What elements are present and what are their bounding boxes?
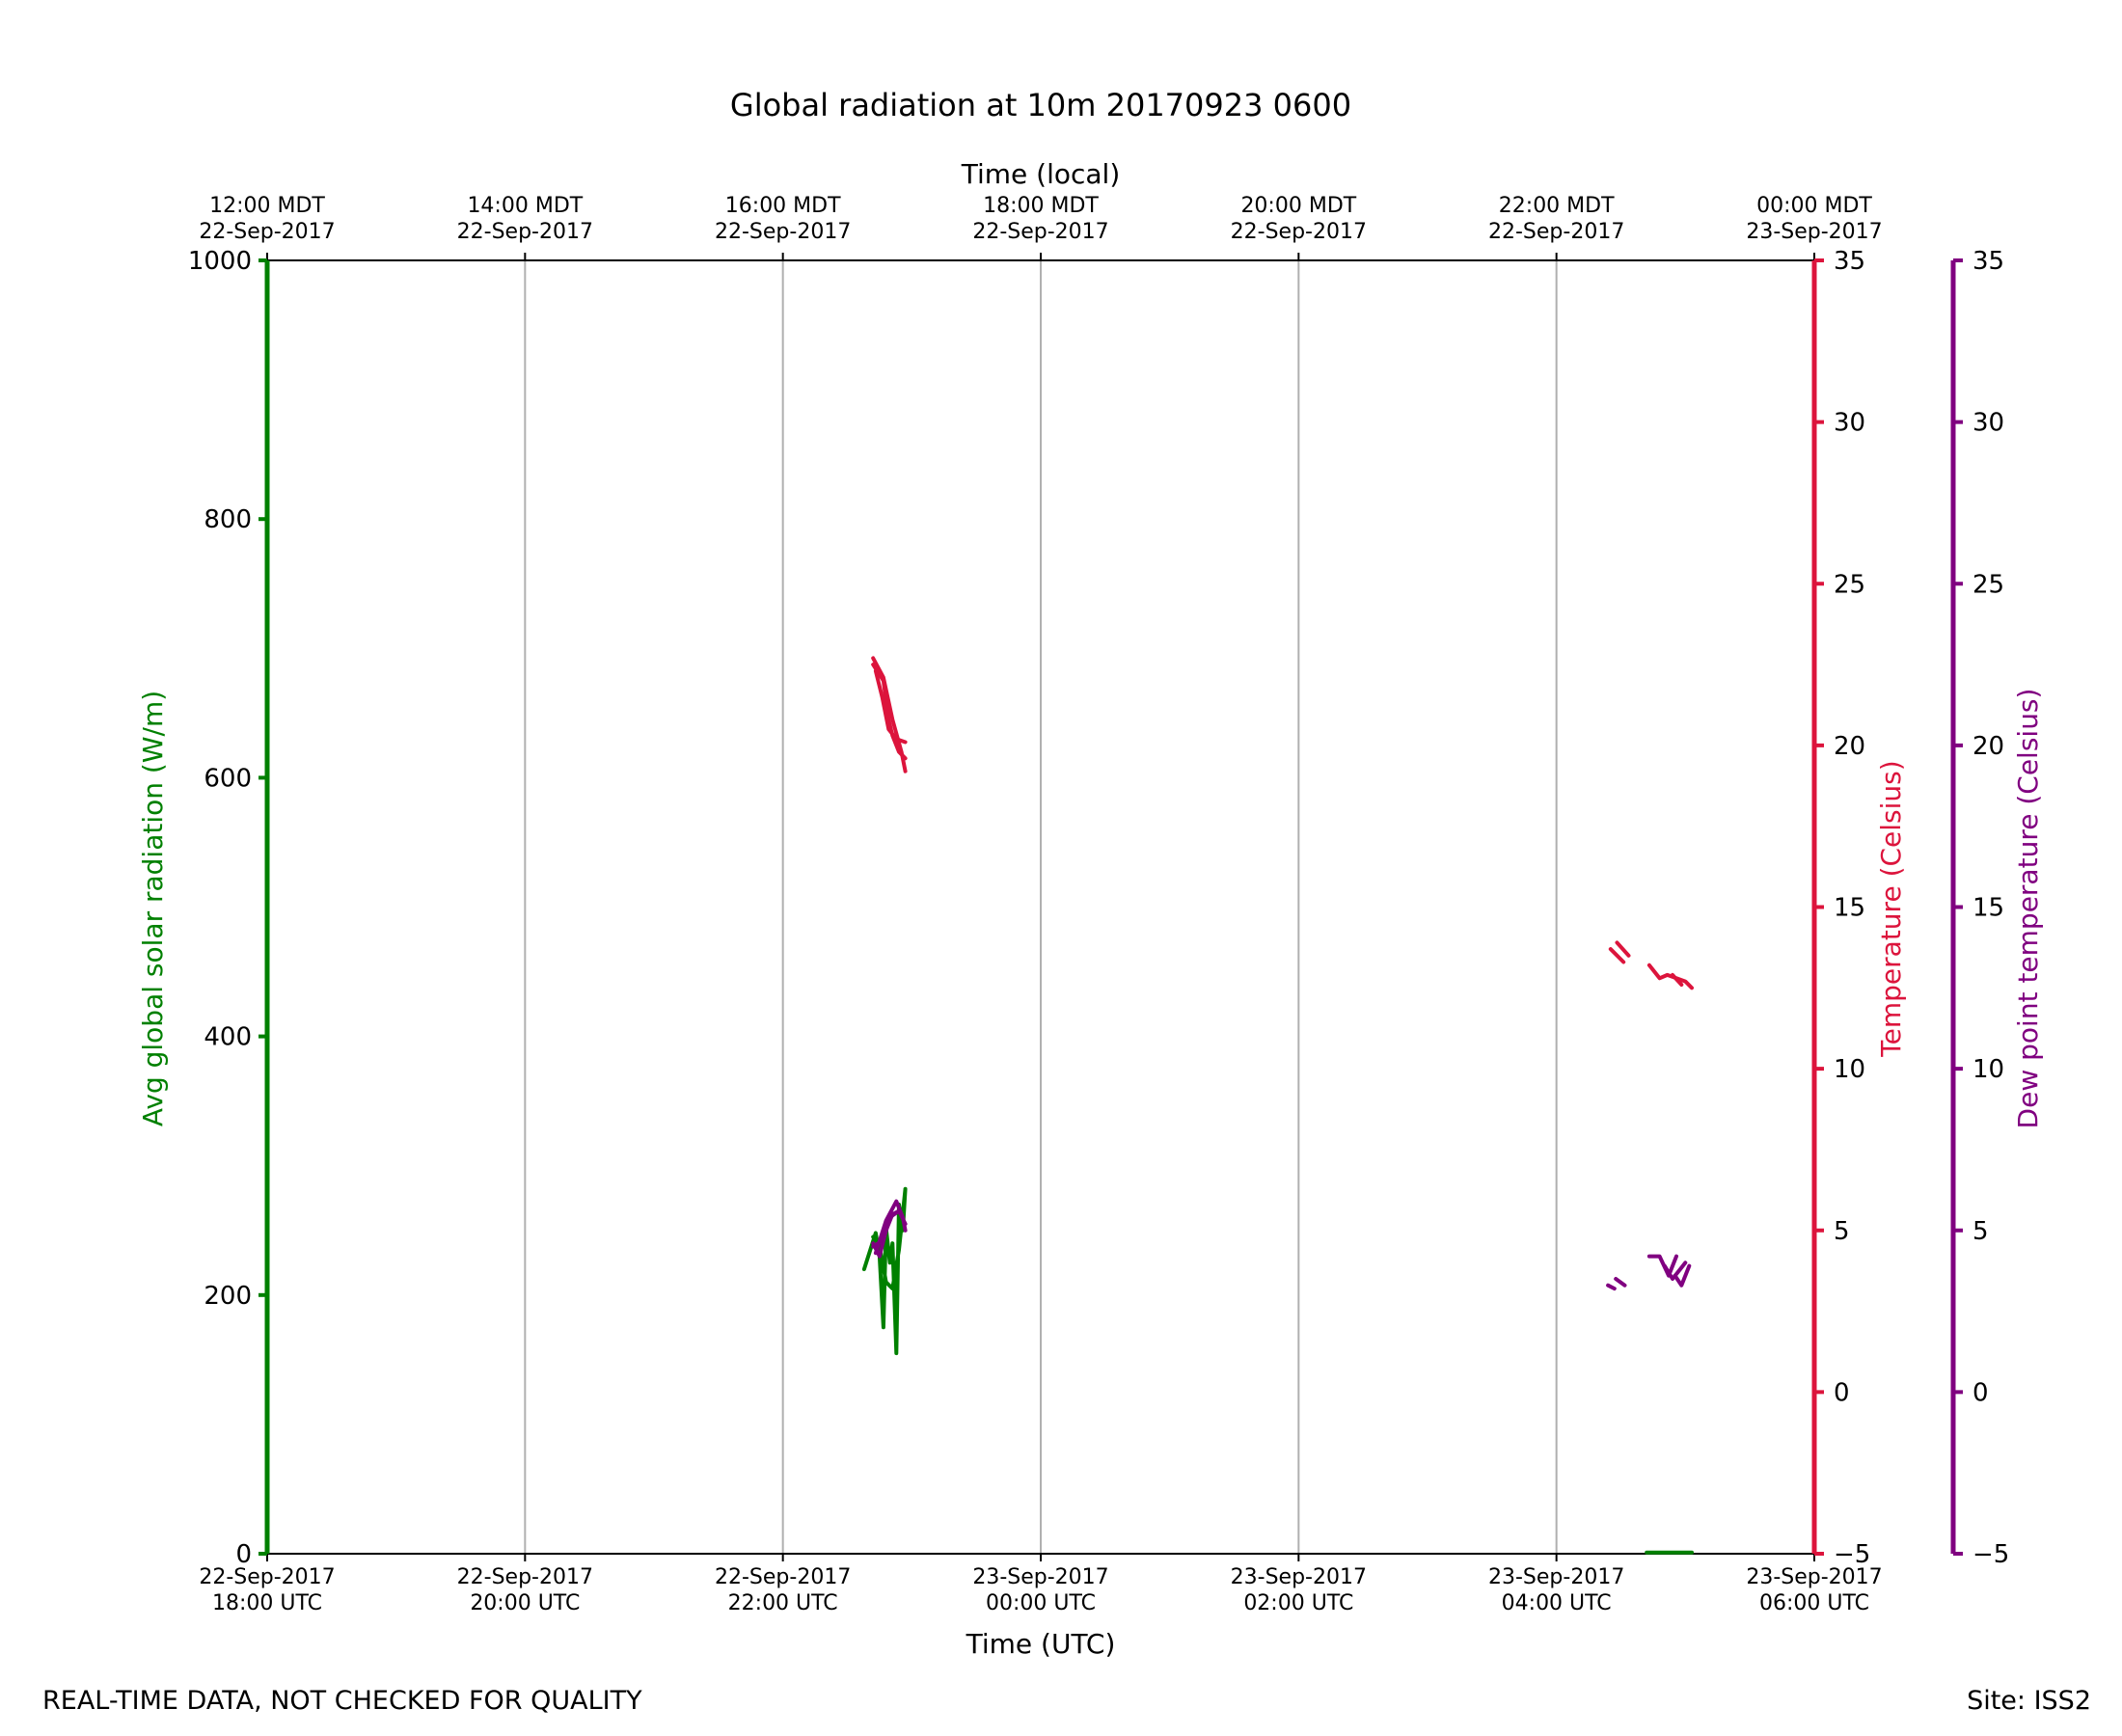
x-tick-label: 22-Sep-2017 [715,1565,851,1589]
series-line-dew-point-temperature [1673,1263,1692,1288]
top-tick-label: 22:00 MDT [1499,194,1615,218]
temperature-tick-label: 35 [1834,247,1865,276]
dew-point-axis-title: Dew point temperature (Celsius) [2012,689,2044,1129]
x-tick-label: 02:00 UTC [1243,1591,1353,1615]
top-tick-label: 16:00 MDT [725,194,841,218]
dew-point-tick-label: 20 [1972,732,2004,761]
chart-title: Global radiation at 10m 20170923 0600 [730,87,1351,123]
dew-point-tick-label: 10 [1972,1055,2004,1084]
dew-point-tick-label: 0 [1972,1378,1989,1407]
site-label: Site: ISS2 [1967,1686,2091,1716]
top-tick-label: 22-Sep-2017 [457,220,593,244]
series-line-temperature [871,656,908,773]
dew-point-tick-label: −5 [1972,1540,2009,1569]
left-y-tick-label: 800 [204,505,252,534]
temperature-tick-label: 0 [1834,1378,1850,1407]
top-tick-label: 18:00 MDT [983,194,1099,218]
top-tick-label: 20:00 MDT [1240,194,1356,218]
top-tick-label: 22-Sep-2017 [199,220,335,244]
quality-disclaimer: REAL-TIME DATA, NOT CHECKED FOR QUALITY [42,1686,642,1716]
top-tick-label: 22-Sep-2017 [715,220,851,244]
series-line-dew-point-temperature [873,1199,908,1256]
x-tick-label: 23-Sep-2017 [1488,1565,1624,1589]
temperature-tick-label: −5 [1834,1540,1870,1569]
series-line-dew-point-temperature [1662,1261,1688,1281]
series-line-dew-point-temperature [871,1208,901,1249]
top-tick-label: 22-Sep-2017 [1488,220,1624,244]
x-tick-label: 22-Sep-2017 [199,1565,335,1589]
series-line-temperature [1615,940,1631,958]
left-y-tick-label: 400 [204,1023,252,1052]
x-tick-label: 04:00 UTC [1502,1591,1612,1615]
dew-point-tick-label: 35 [1972,247,2004,276]
dew-point-tick-label: 5 [1972,1217,1989,1246]
left-y-tick-label: 0 [235,1540,252,1569]
top-axis-title: Time (local) [961,158,1121,190]
left-y-tick-label: 1000 [188,247,252,276]
left-y-tick-label: 200 [204,1282,252,1311]
x-tick-label: 18:00 UTC [212,1591,322,1615]
x-tick-label: 06:00 UTC [1759,1591,1869,1615]
series-line-temperature [1608,947,1626,964]
series-line-temperature [1646,963,1694,990]
temperature-tick-label: 10 [1834,1055,1865,1084]
top-tick-label: 00:00 MDT [1756,194,1872,218]
temperature-tick-label: 5 [1834,1217,1850,1246]
dew-point-tick-label: 15 [1972,894,2004,923]
series-line-temperature [1671,972,1684,987]
temperature-tick-label: 30 [1834,409,1865,438]
x-tick-label: 22:00 UTC [728,1591,838,1615]
top-tick-label: 22-Sep-2017 [1231,220,1367,244]
x-tick-label: 00:00 UTC [986,1591,1096,1615]
bottom-axis-title: Time (UTC) [966,1628,1116,1660]
temperature-axis-title: Temperature (Celsius) [1875,760,1907,1057]
x-tick-label: 23-Sep-2017 [1746,1565,1882,1589]
top-tick-label: 12:00 MDT [209,194,325,218]
top-tick-label: 22-Sep-2017 [972,220,1108,244]
temperature-tick-label: 25 [1834,570,1865,599]
x-tick-label: 23-Sep-2017 [972,1565,1108,1589]
dew-point-tick-label: 30 [1972,409,2004,438]
top-tick-label: 14:00 MDT [467,194,583,218]
series-line-dew-point-temperature [1614,1277,1627,1288]
series-line-avg-global-solar-radiation [861,1186,908,1356]
series-line-dew-point-temperature [1606,1283,1617,1291]
x-tick-label: 23-Sep-2017 [1231,1565,1367,1589]
left-y-tick-label: 600 [204,764,252,793]
temperature-tick-label: 20 [1834,732,1865,761]
top-tick-label: 23-Sep-2017 [1746,220,1882,244]
temperature-tick-label: 15 [1834,894,1865,923]
left-axis-title: Avg global solar radiation (W/m) [137,691,169,1126]
x-tick-label: 22-Sep-2017 [457,1565,593,1589]
x-tick-label: 20:00 UTC [470,1591,580,1615]
dew-point-tick-label: 25 [1972,570,2004,599]
